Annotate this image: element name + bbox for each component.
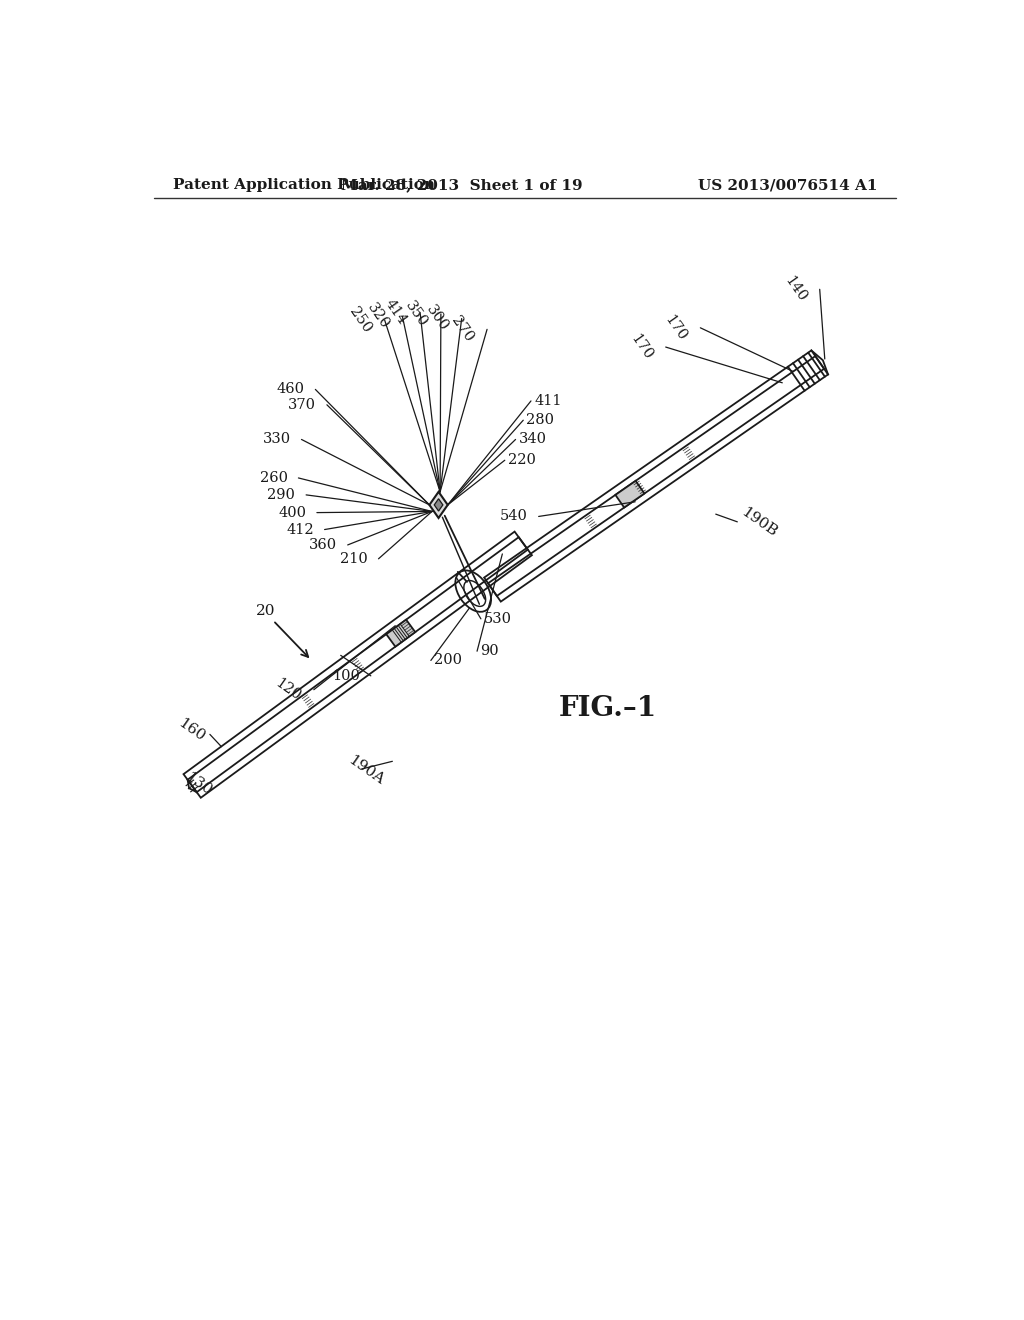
Text: 20: 20 [256,605,275,618]
Text: 170: 170 [628,331,655,363]
Text: 340: 340 [518,433,547,446]
Text: 280: 280 [526,413,554,428]
Text: 270: 270 [449,314,476,345]
Text: 130: 130 [182,770,214,797]
Text: 250: 250 [346,305,374,335]
Text: FIG.–1: FIG.–1 [559,696,657,722]
Text: 370: 370 [288,397,316,412]
Text: 160: 160 [175,715,208,744]
Polygon shape [434,499,442,511]
Text: 200: 200 [434,653,462,668]
Polygon shape [615,480,644,508]
Text: 360: 360 [309,539,337,552]
Text: 120: 120 [272,676,303,704]
Text: Patent Application Publication: Patent Application Publication [173,178,435,193]
Text: 290: 290 [267,488,295,502]
Text: 100: 100 [332,669,360,682]
Text: 170: 170 [663,313,689,343]
Polygon shape [386,619,416,647]
Polygon shape [429,492,447,517]
Text: 460: 460 [276,383,304,396]
Text: 260: 260 [260,471,288,484]
Text: Mar. 28, 2013  Sheet 1 of 19: Mar. 28, 2013 Sheet 1 of 19 [341,178,583,193]
Text: 412: 412 [286,523,313,536]
Text: 320: 320 [365,301,391,331]
Text: 140: 140 [781,275,809,305]
Text: 530: 530 [484,612,512,626]
Text: 190A: 190A [345,754,386,788]
Text: 90: 90 [480,644,499,659]
Text: 190B: 190B [739,504,780,539]
Text: 350: 350 [402,298,430,330]
Text: 414: 414 [382,297,410,327]
Text: 540: 540 [500,510,528,524]
Text: 411: 411 [535,393,561,408]
Text: 330: 330 [262,433,291,446]
Text: 220: 220 [508,453,536,467]
Text: 300: 300 [423,304,451,334]
Text: 210: 210 [340,552,368,566]
Text: US 2013/0076514 A1: US 2013/0076514 A1 [698,178,878,193]
Text: 400: 400 [279,506,306,520]
